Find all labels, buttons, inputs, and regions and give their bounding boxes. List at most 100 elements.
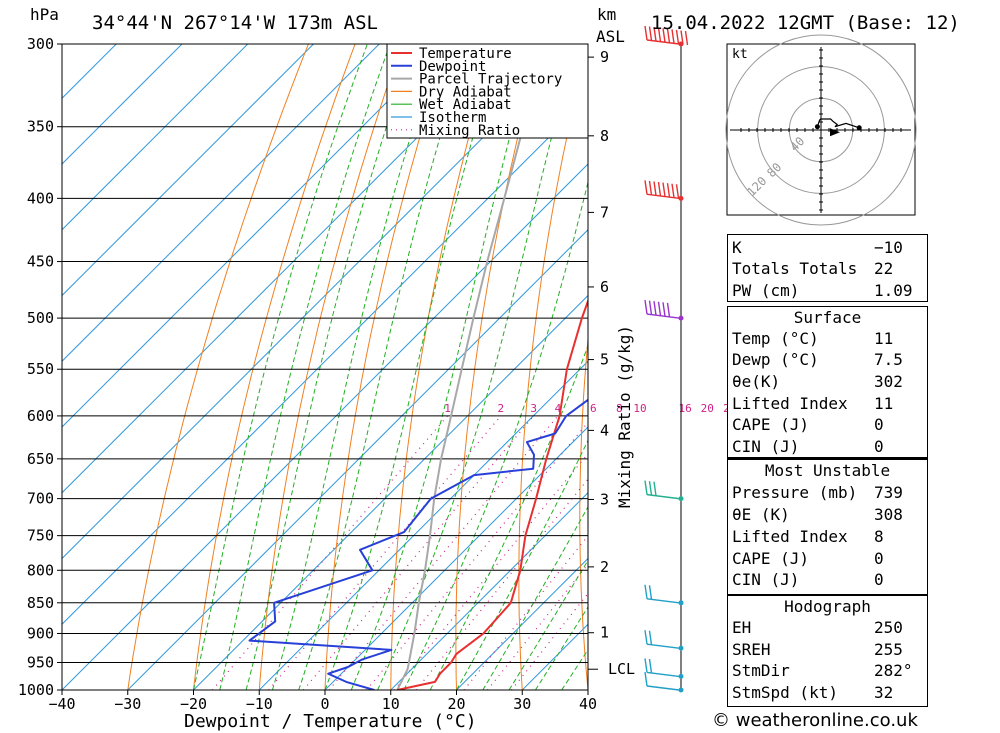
wind-barb (644, 180, 680, 200)
pressure-tick-label: 550 (27, 360, 54, 378)
index-value: 302 (874, 372, 903, 391)
indices-panel-surface: Surface Temp (°C) 11 Dewp (°C) 7.5 θe(K) 30… (727, 306, 928, 459)
index-value: 0 (874, 415, 884, 434)
index-row: θe(K) 302 (728, 371, 927, 392)
wind-barb-flag (644, 299, 648, 315)
wind-barb-flag (648, 658, 653, 674)
pressure-tick-label: 800 (27, 561, 54, 579)
temperature-tick-label: −20 (180, 695, 207, 713)
wind-barb-flag (644, 630, 648, 645)
temperature-tick-label: 20 (447, 695, 465, 713)
hodograph-kt-label: kt (732, 47, 748, 62)
dry-adiabat-line (258, 44, 403, 690)
index-key: PW (cm) (732, 281, 800, 300)
isotherm-line (390, 492, 588, 690)
index-row: K −10 (728, 237, 927, 258)
wind-barb (644, 671, 680, 691)
index-row: StmSpd (kt) 32 (728, 682, 927, 703)
wind-barb (644, 25, 689, 46)
isotherm-line (193, 294, 588, 690)
wind-barb-flag (675, 29, 680, 45)
index-value: 250 (874, 618, 903, 637)
index-row: θE (K) 308 (728, 504, 927, 525)
pressure-tick-label: 700 (27, 490, 54, 508)
wind-barb-flag (657, 181, 662, 197)
km-tick-label: 5 (600, 351, 609, 369)
location-title: 34°44'N 267°14'W 173m ASL (92, 12, 378, 34)
parcel-trajectory (396, 44, 552, 690)
legend-entry: Wet Adiabat (419, 97, 512, 113)
wind-level-dot (678, 195, 684, 201)
temperature-tick-label: 0 (320, 695, 329, 713)
index-value: 0 (874, 549, 884, 568)
index-row: CIN (J) 0 (728, 436, 927, 457)
mixing-ratio-label: 2 (497, 402, 504, 415)
temperature-tick-label: −40 (48, 695, 75, 713)
pressure-tick-label: 750 (27, 527, 54, 545)
wind-barb-staff (646, 671, 680, 678)
wind-barb-flag (644, 180, 648, 195)
mixing-ratio-label: 20 (701, 402, 714, 415)
index-value: 739 (874, 483, 903, 502)
isotherm-line (258, 360, 588, 690)
wind-barb-flag (644, 480, 648, 495)
wind-level-dot (678, 496, 684, 502)
wind-barb-flag (653, 27, 657, 42)
wind-level-dot (678, 687, 684, 693)
index-key: CAPE (J) (732, 549, 810, 568)
km-tick-label: 4 (600, 421, 609, 439)
km-tick-label: 6 (600, 278, 609, 296)
index-value: 0 (874, 437, 884, 456)
isotherm-line (456, 557, 588, 690)
index-row: CAPE (J) 0 (728, 414, 927, 435)
wind-barb-flag (662, 182, 666, 197)
wind-barb (644, 630, 680, 649)
legend-entry: Temperature (419, 46, 512, 62)
index-value: 32 (874, 683, 894, 702)
section-divider (728, 457, 927, 458)
temperature-tick-label: 10 (382, 695, 400, 713)
wind-barb-flag (671, 29, 675, 44)
wind-barb-staff (646, 685, 680, 691)
lcl-label: LCL (608, 660, 635, 678)
index-row: CAPE (J) 0 (728, 548, 927, 569)
wet-adiabat-line (245, 44, 415, 690)
index-value: 308 (874, 505, 903, 524)
index-key: StmSpd (kt) (732, 683, 838, 702)
wind-barb-flag (644, 25, 648, 41)
legend-box (386, 43, 589, 139)
legend-entry: Dry Adiabat (419, 84, 512, 100)
wind-barb-flag (680, 30, 684, 45)
isotherm-line (62, 44, 314, 297)
index-key: Totals Totals (732, 259, 858, 278)
index-key: EH (732, 618, 752, 637)
index-value: 282° (874, 661, 913, 680)
wet-adiabat-line (350, 44, 536, 690)
isotherm-line (324, 426, 588, 690)
index-row: Temp (°C) 11 (728, 328, 927, 349)
mixing-ratio-label: 8 (616, 402, 623, 415)
dry-adiabat-line (127, 44, 309, 690)
km-tick-label: 3 (600, 490, 609, 508)
index-row: Lifted Index 8 (728, 526, 927, 547)
wind-level-dot (678, 600, 684, 606)
mixing-ratio-line (393, 452, 588, 690)
isotherm-line (62, 163, 588, 690)
wind-barb-flag (684, 30, 689, 46)
wind-barb-flag (648, 585, 653, 600)
index-value: 0 (874, 570, 884, 589)
index-key: θE (K) (732, 505, 790, 524)
dry-adiabat-line (324, 44, 449, 690)
asl-axis-label: ASL (596, 27, 625, 46)
wind-barb-flag (653, 301, 657, 316)
legend-entry: Mixing Ratio (419, 123, 520, 139)
index-value: 11 (874, 394, 894, 413)
mixing-ratio-label: 3 (530, 402, 537, 415)
pressure-tick-label: 350 (27, 118, 54, 136)
index-value: 8 (874, 527, 884, 546)
pressure-tick-label: 950 (27, 653, 54, 671)
credit-link[interactable]: © weatheronline.co.uk (712, 710, 918, 731)
index-key: CAPE (J) (732, 415, 810, 434)
wind-barb-staff (646, 598, 680, 604)
most-unstable-section-title: Most Unstable (764, 461, 891, 480)
